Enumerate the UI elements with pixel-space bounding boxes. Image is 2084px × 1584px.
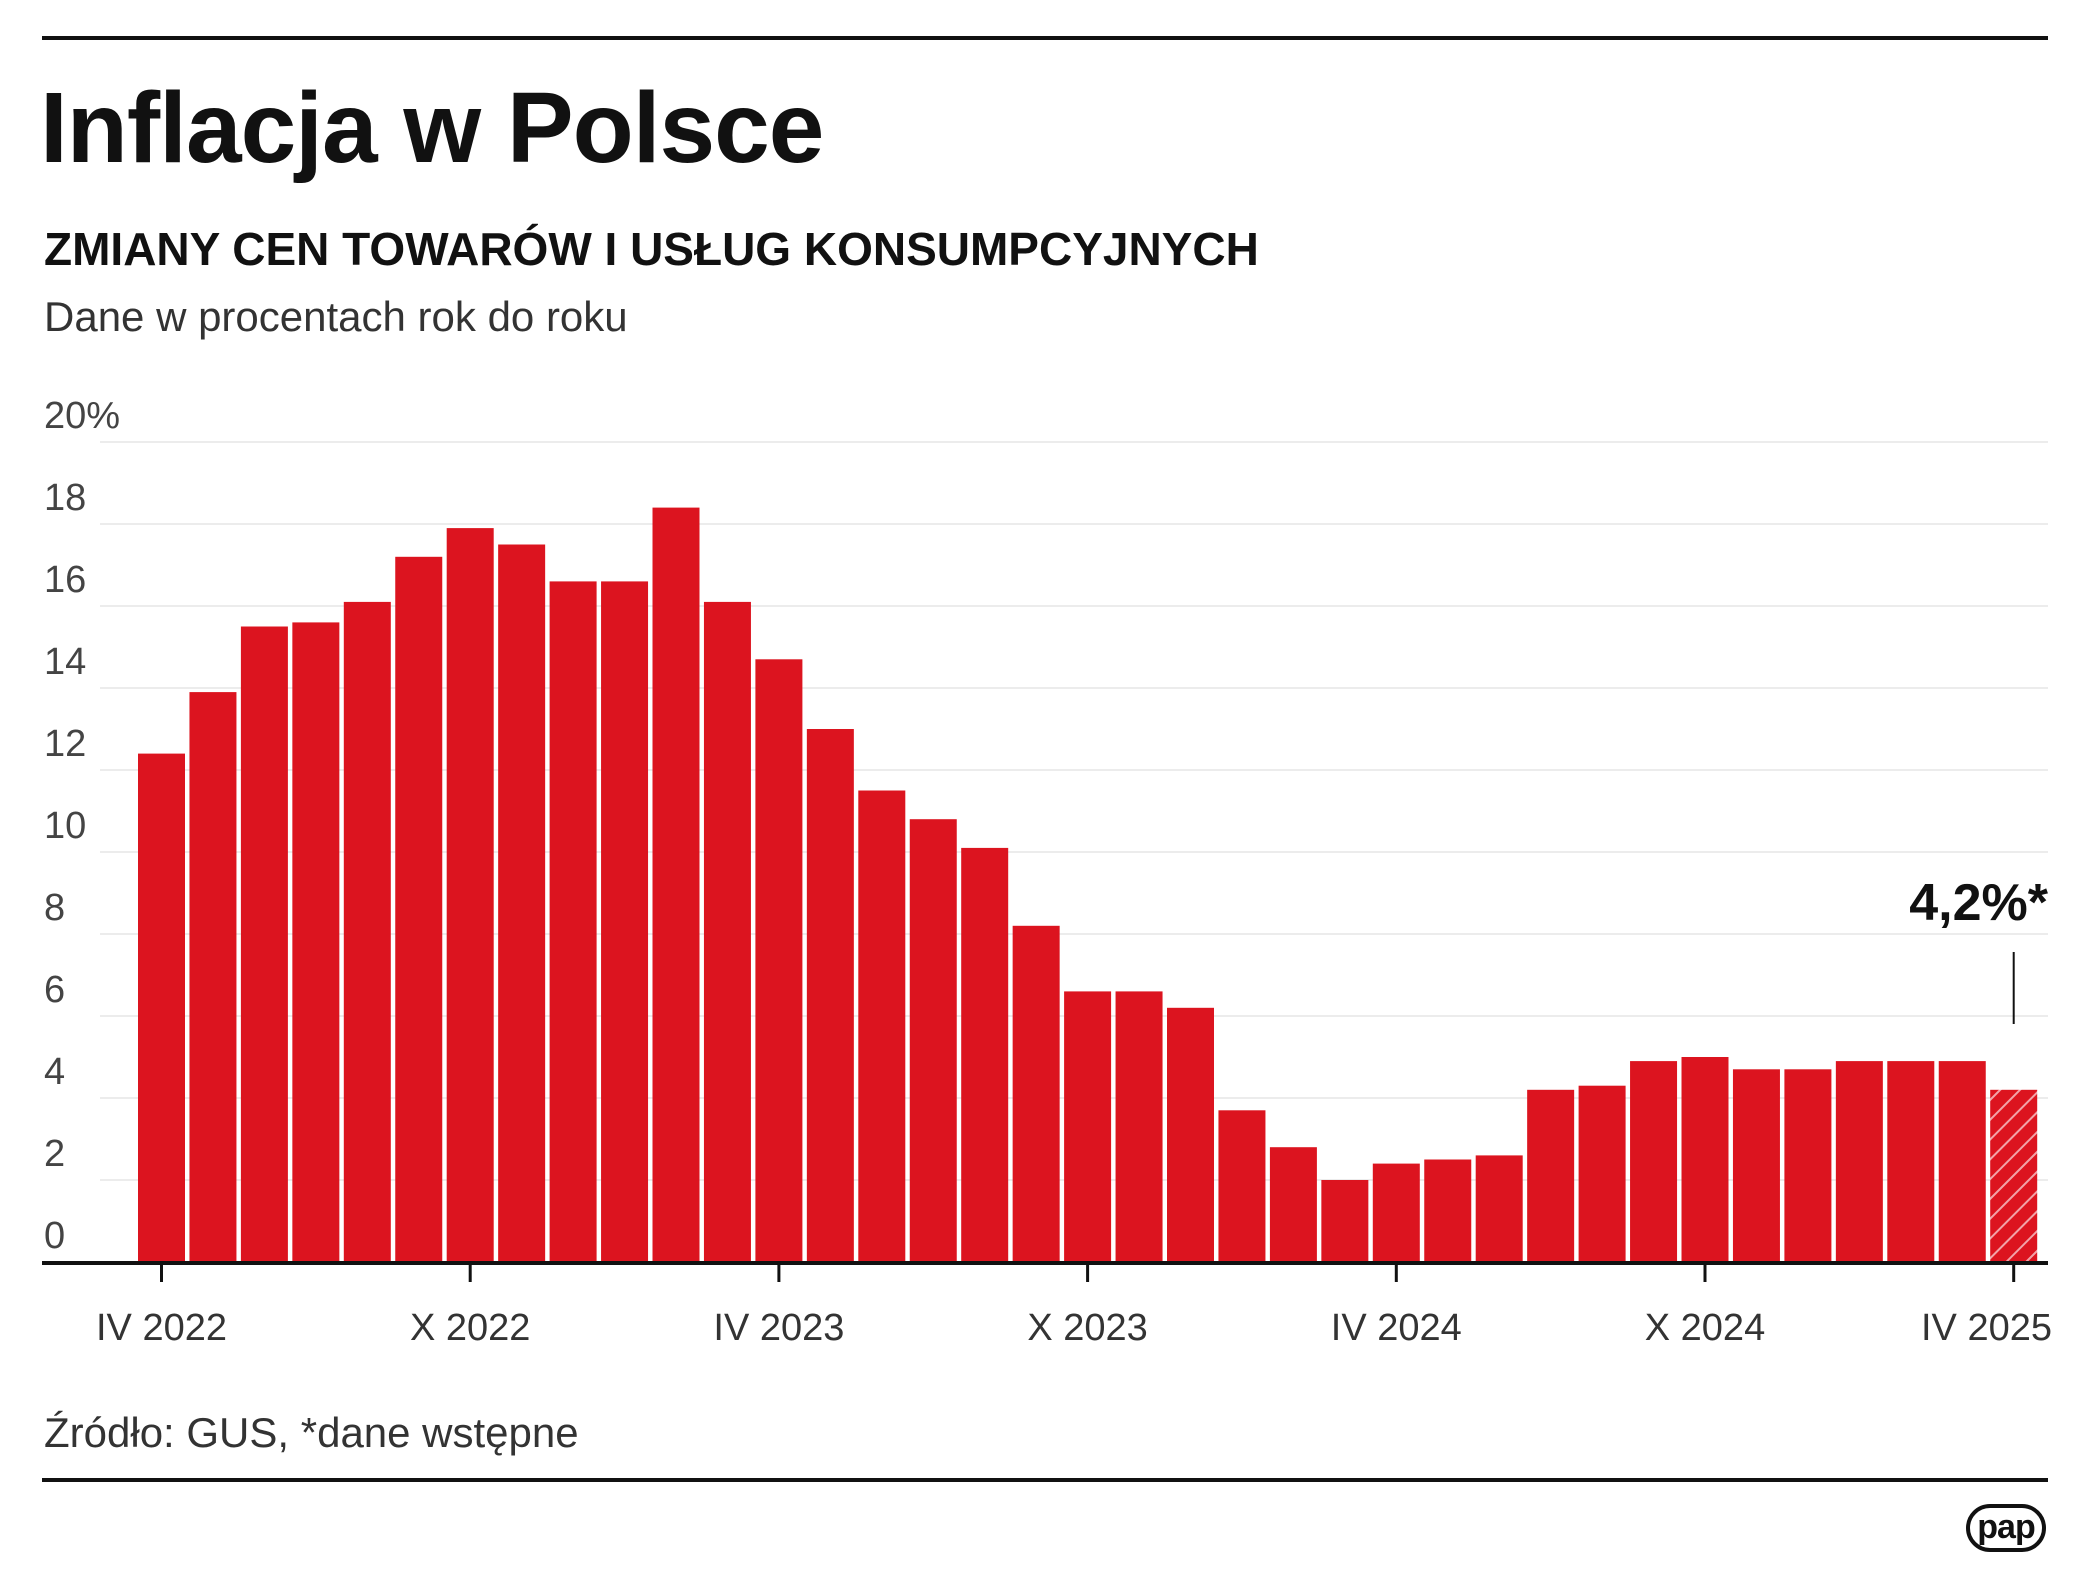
bar	[343, 601, 391, 1262]
bar	[1630, 1061, 1678, 1262]
y-tick-label: 12	[44, 723, 86, 765]
bar	[446, 528, 494, 1262]
annotation: 4,2%*	[1909, 874, 2049, 1024]
bars	[138, 507, 2038, 1263]
top-rule	[42, 36, 2048, 40]
bar	[1887, 1061, 1935, 1262]
annotation-label: 4,2%*	[1909, 874, 2049, 932]
bar	[1475, 1155, 1523, 1262]
bar	[1012, 925, 1060, 1262]
y-tick-label: 6	[44, 969, 65, 1011]
x-axis: IV 2022 X 2022 IV 2023 X 2023 IV 2024 X 2024 I…	[42, 1261, 2052, 1349]
y-tick-label: 0	[44, 1215, 65, 1257]
y-tick-label: 8	[44, 887, 65, 929]
pap-logo: pap	[1966, 1504, 2046, 1552]
bar	[1938, 1061, 1986, 1262]
bar	[755, 659, 803, 1262]
bar	[189, 692, 237, 1262]
y-tick-label: 2	[44, 1133, 65, 1175]
bar	[1681, 1057, 1729, 1262]
x-tick-label: IV 2025	[1921, 1307, 2052, 1349]
chart-title: Inflacja w Polsce	[40, 72, 824, 184]
bar	[240, 626, 288, 1262]
x-tick-label: IV 2022	[96, 1307, 227, 1349]
y-tick-label: 10	[44, 805, 86, 847]
bar	[292, 622, 340, 1262]
bar-preliminary	[1990, 1089, 2038, 1262]
bar	[1732, 1069, 1780, 1262]
bar	[961, 847, 1009, 1262]
x-tick-label: X 2024	[1645, 1307, 1765, 1349]
bar	[1835, 1061, 1883, 1262]
chart-subtitle: ZMIANY CEN TOWARÓW I USŁUG KONSUMPCYJNYC…	[44, 223, 1259, 275]
x-tick-label: IV 2024	[1331, 1307, 1462, 1349]
y-tick-label: 4	[44, 1051, 65, 1093]
bar	[549, 581, 597, 1262]
y-tick-label: 16	[44, 559, 86, 601]
bar	[858, 790, 906, 1262]
bar	[1527, 1089, 1575, 1262]
bar	[1115, 991, 1163, 1262]
y-tick-label: 14	[44, 641, 86, 683]
bar	[1784, 1069, 1832, 1262]
bar	[1064, 991, 1112, 1262]
bar	[806, 729, 854, 1262]
bar	[1269, 1147, 1317, 1262]
y-tick-label: 20%	[44, 395, 120, 437]
bar	[1424, 1159, 1472, 1262]
bottom-rule	[42, 1478, 2048, 1482]
bar	[498, 544, 546, 1262]
bar	[395, 556, 443, 1262]
bar	[652, 507, 700, 1263]
source-note: Źródło: GUS, *dane wstępne	[44, 1409, 579, 1456]
bar	[1578, 1085, 1626, 1262]
bar	[1218, 1110, 1266, 1262]
x-tick-label: X 2023	[1027, 1307, 1147, 1349]
bar	[138, 753, 185, 1262]
bar	[601, 581, 649, 1262]
y-axis-ticks: 0 2 4 6 8 10 12 14 16 18 20%	[44, 395, 120, 1257]
bar	[1321, 1180, 1369, 1262]
bar	[1372, 1163, 1420, 1262]
x-tick-label: X 2022	[410, 1307, 530, 1349]
unit-note: Dane w procentach rok do roku	[44, 293, 628, 340]
bar-chart: 0 2 4 6 8 10 12 14 16 18 20% IV 2022 X 2022 IV 2023 X…	[42, 395, 2052, 1349]
bar	[909, 819, 957, 1262]
bar	[703, 601, 751, 1262]
x-tick-label: IV 2023	[713, 1307, 844, 1349]
bar	[1167, 1007, 1214, 1262]
y-tick-label: 18	[44, 477, 86, 519]
